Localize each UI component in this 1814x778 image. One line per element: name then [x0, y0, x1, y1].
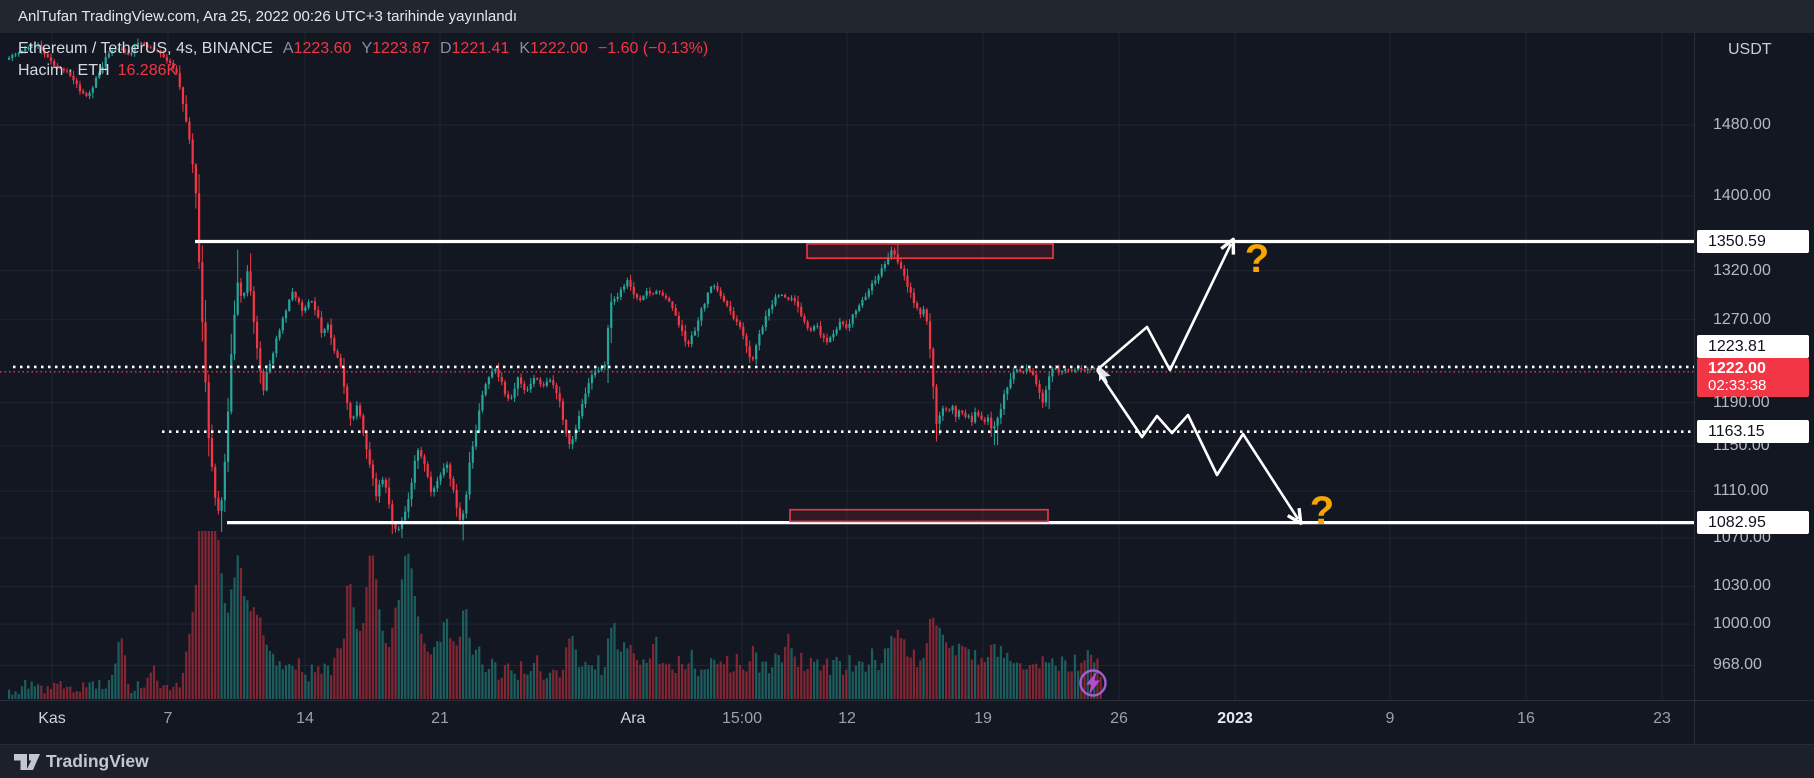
price-tick-label: 1270.00: [1713, 310, 1771, 328]
volume-label[interactable]: Hacim · ETH: [18, 62, 110, 79]
time-tick-label: Ara: [620, 710, 646, 727]
time-tick-label: 16: [1517, 710, 1535, 727]
projection-arrows: ??: [1095, 237, 1334, 533]
question-mark: ?: [1310, 489, 1334, 533]
time-tick-label: 21: [431, 710, 449, 727]
grid-layer: [0, 33, 1694, 700]
time-tick-label: 26: [1110, 710, 1128, 727]
time-tick-label: 12: [838, 710, 856, 727]
bullish-projection: [1096, 244, 1231, 372]
price-tick-label: 1000.00: [1713, 615, 1771, 633]
price-tick-label: 1030.00: [1713, 577, 1771, 595]
close-value: 1222.00: [530, 40, 588, 57]
low-value: 1221.41: [451, 40, 510, 57]
time-tick-label: Kas: [38, 710, 66, 727]
last-price-value: 1222.00: [1708, 359, 1766, 377]
price-tick-label: 1190.00: [1713, 393, 1770, 411]
time-tick-label: 9: [1385, 710, 1395, 727]
close-label: K: [519, 40, 531, 57]
price-line-badge: 1082.95: [1697, 511, 1809, 535]
brand-name[interactable]: TradingView: [46, 751, 149, 771]
price-axis[interactable]: USDT 1222.00 02:33:38 1480.00 1400.00 1320…: [1694, 33, 1814, 744]
price-tick-label: 968.00: [1713, 656, 1762, 674]
price-tick-label: 1400.00: [1713, 186, 1771, 204]
time-tick-label: 19: [974, 710, 992, 727]
lightning-icon: [1086, 671, 1100, 695]
question-mark: ?: [1245, 237, 1269, 281]
bearish-projection: [1095, 369, 1298, 519]
high-label: Y: [361, 40, 373, 57]
legend-row-volume: Hacim · ETH 16.286K: [18, 60, 708, 82]
supply-demand-zone: [806, 243, 1054, 259]
price-tick-label: 1110.00: [1713, 482, 1769, 500]
time-tick-label: 7: [163, 710, 173, 727]
bar-countdown: 02:33:38: [1708, 376, 1767, 394]
price-line-badge: 1163.15: [1697, 420, 1809, 444]
high-value: 1223.87: [372, 40, 430, 57]
cursor-pointer: [1099, 366, 1111, 384]
candles-layer: [8, 38, 1102, 541]
symbol-title[interactable]: Ethereum / TetherUS, 4s, BINANCE: [18, 40, 273, 57]
change-value: −1.60 (−0.13%): [597, 40, 709, 57]
last-price-badge: 1222.00 02:33:38: [1697, 357, 1809, 397]
price-line-badge: 1223.81: [1697, 335, 1809, 359]
time-axis[interactable]: Kas 7 14 21 Ara 15:00 12 19 26 2023 9 16 23: [0, 700, 1814, 745]
publish-bar: AnlTufan TradingView.com, Ara 25, 2022 0…: [0, 0, 1814, 33]
time-tick-label: 15:00: [721, 710, 763, 727]
price-tick-label: 1320.00: [1713, 261, 1771, 279]
price-chart-canvas[interactable]: ??: [0, 33, 1694, 700]
reaction-button[interactable]: [1079, 669, 1107, 697]
time-tick-label: 2023: [1217, 710, 1253, 727]
time-tick-label: 14: [296, 710, 314, 727]
drawings-layer: [0, 239, 1694, 525]
symbol-legend: Ethereum / TetherUS, 4s, BINANCE A 1223.…: [18, 38, 708, 82]
axis-unit-label: USDT: [1728, 41, 1772, 58]
open-value: 1223.60: [293, 40, 352, 57]
publish-text: AnlTufan TradingView.com, Ara 25, 2022 0…: [18, 8, 518, 25]
open-label: A: [282, 40, 294, 57]
volume-value: 16.286K: [117, 62, 178, 79]
volume-layer: [8, 531, 1102, 699]
low-label: D: [439, 40, 452, 57]
legend-row-main: Ethereum / TetherUS, 4s, BINANCE A 1223.…: [18, 38, 708, 60]
tradingview-logo[interactable]: [14, 751, 40, 773]
footer-bar: TradingView: [0, 744, 1814, 778]
reaction-circle[interactable]: [1079, 669, 1107, 697]
supply-demand-zone: [789, 508, 1049, 523]
price-tick-label: 1480.00: [1713, 116, 1771, 133]
time-tick-label: 23: [1653, 710, 1671, 727]
price-line-badge: 1350.59: [1697, 229, 1809, 253]
